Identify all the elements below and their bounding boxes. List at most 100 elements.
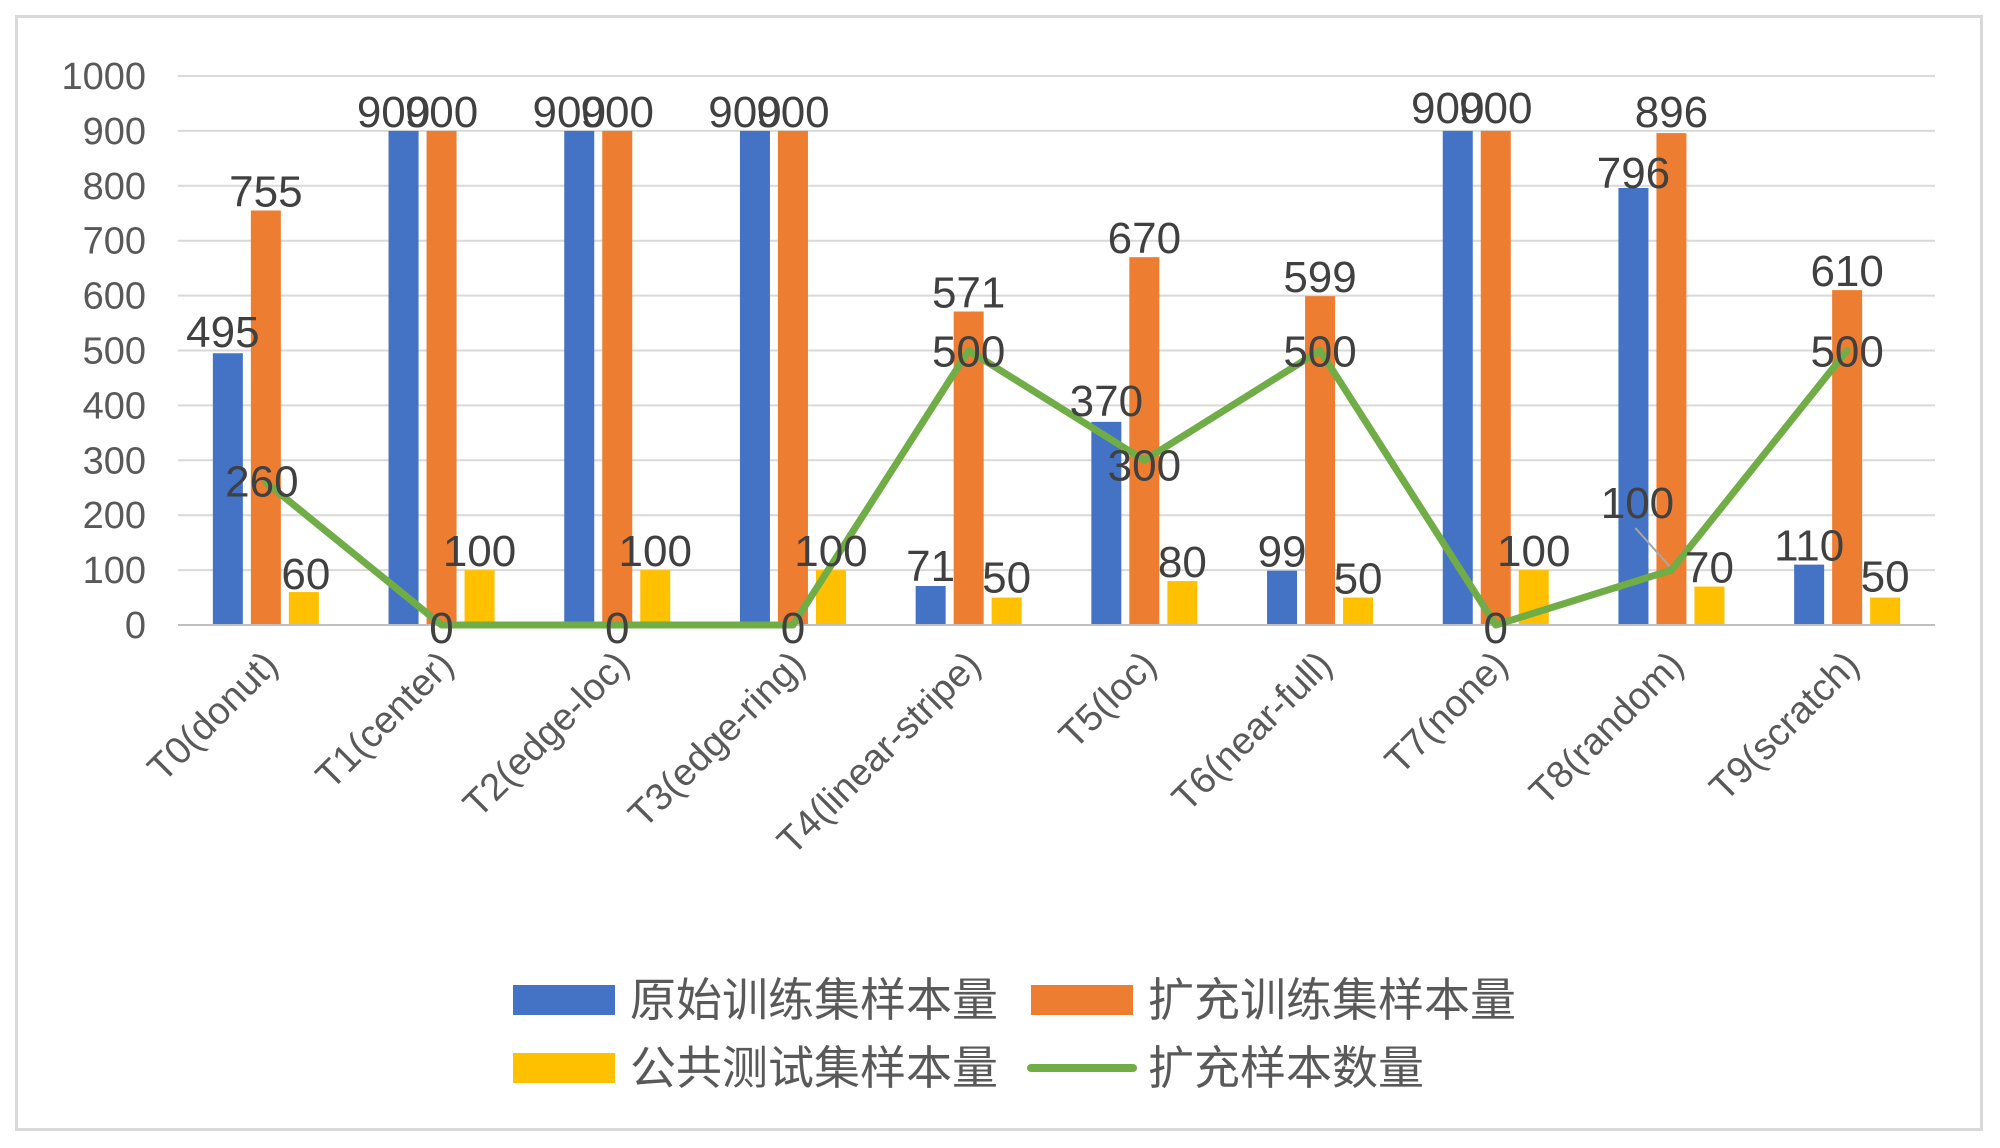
bar (1091, 421, 1122, 625)
line-series (262, 347, 1851, 629)
bar-data-label: 900 (756, 88, 829, 137)
line-data-label: 0 (781, 604, 805, 653)
bar-data-label: 755 (229, 168, 302, 217)
bar (1694, 586, 1725, 625)
bar-data-label: 80 (1158, 538, 1207, 587)
bar-data-label: 900 (1411, 84, 1484, 133)
x-tick-label: T0(donut) (140, 644, 286, 790)
bar (1832, 290, 1863, 625)
bar-data-label: 610 (1810, 247, 1883, 296)
x-axis-ticks: T0(donut) T1(center)T2(edge-loc)T3(edge-r… (140, 644, 1867, 863)
line-data-label: 100 (1601, 479, 1674, 528)
label-leader-line (1634, 527, 1671, 567)
line-data-label: 0 (1484, 604, 1508, 653)
bar (915, 586, 946, 625)
x-tick-label: T7(none) (1377, 644, 1516, 783)
bar-data-label: 60 (281, 550, 330, 599)
bar (464, 570, 495, 625)
legend-swatch (1031, 985, 1133, 1015)
bar-data-label: 100 (1497, 527, 1570, 576)
bar (212, 353, 243, 625)
gridlines (178, 75, 1935, 572)
bar (1618, 187, 1649, 625)
line-data-label: 500 (1810, 328, 1883, 377)
bar-data-label: 99 (1258, 528, 1307, 577)
bar-data-label: 900 (533, 88, 606, 137)
bar-data-label: 110 (1774, 522, 1844, 571)
bar-data-label: 50 (1334, 555, 1383, 604)
bar (1480, 130, 1511, 625)
x-tick-label: T5(loc) (1051, 644, 1164, 757)
legend-swatch (513, 985, 615, 1015)
bar (288, 592, 319, 625)
bar-data-label: 100 (443, 527, 516, 576)
legend-label: 扩充训练集样本量 (1148, 973, 1516, 1027)
x-tick-label: T2(edge-loc) (456, 644, 638, 826)
bar (602, 130, 633, 625)
bar (426, 130, 457, 625)
y-tick-label: 400 (83, 385, 146, 427)
bar (777, 130, 808, 625)
x-tick-label: T6(near-full) (1164, 644, 1340, 820)
bar (388, 130, 419, 625)
bar-data-label: 900 (357, 88, 430, 137)
bar-data-label: 896 (1635, 88, 1708, 137)
bars (212, 130, 1901, 625)
bar (250, 210, 281, 625)
bar-data-label: 370 (1070, 377, 1143, 426)
bar (991, 597, 1022, 625)
bar-data-label: 670 (1108, 214, 1181, 263)
bar (1870, 597, 1901, 625)
y-tick-label: 100 (83, 550, 146, 592)
bar (640, 570, 671, 625)
legend-label: 原始训练集样本量 (630, 973, 998, 1027)
y-tick-label: 600 (83, 276, 146, 318)
chart-container: 0 100 200 300 400 500 600 700 800 900 1000 495 900 9… (15, 15, 1983, 1131)
legend-label: 扩充样本数量 (1148, 1041, 1424, 1095)
bar (1267, 570, 1298, 625)
line-data-label: 300 (1108, 441, 1181, 490)
line-series-path (262, 347, 1851, 629)
bar (1167, 581, 1198, 625)
bar (564, 130, 595, 625)
y-tick-label: 700 (83, 221, 146, 263)
bar (739, 130, 770, 625)
line-data-label: 260 (225, 457, 298, 506)
bar-data-label: 900 (708, 88, 781, 137)
bar-data-label: 599 (1283, 253, 1356, 302)
bar-data-label: 70 (1685, 544, 1734, 593)
y-tick-label: 900 (83, 111, 146, 153)
y-tick-label: 800 (83, 166, 146, 208)
bar (1656, 133, 1687, 625)
x-tick-label: T9(scratch) (1702, 644, 1868, 810)
y-tick-label: 300 (83, 440, 146, 482)
bar-data-label: 50 (982, 554, 1031, 603)
line-data-label: 0 (605, 604, 629, 653)
legend-swatch (513, 1053, 615, 1083)
bar-data-label: 50 (1861, 553, 1910, 602)
bar-data-label: 71 (906, 542, 955, 591)
y-tick-label: 0 (125, 605, 146, 647)
y-tick-label: 500 (83, 331, 146, 373)
bar (1343, 597, 1374, 625)
legend-label: 公共测试集样本量 (630, 1041, 998, 1095)
bar (1442, 130, 1473, 625)
y-tick-label: 200 (83, 495, 146, 537)
bar-data-label: 900 (1459, 84, 1532, 133)
bar-data-label: 495 (186, 308, 259, 357)
y-tick-label: 1000 (61, 56, 146, 98)
bar (1129, 257, 1160, 625)
bar-data-label: 796 (1597, 149, 1670, 198)
bar (1794, 564, 1825, 625)
x-tick-label: T8(random) (1522, 644, 1692, 814)
bar-data-label: 100 (619, 527, 692, 576)
x-tick-label: T1(center) (308, 644, 462, 798)
y-axis-ticks: 0 100 200 300 400 500 600 700 800 900 1000 (61, 56, 146, 647)
line-data-label: 500 (1283, 328, 1356, 377)
line-data-label: 0 (429, 604, 453, 653)
bar-data-label: 100 (794, 527, 867, 576)
x-tick-label: T3(edge-ring) (621, 644, 813, 836)
